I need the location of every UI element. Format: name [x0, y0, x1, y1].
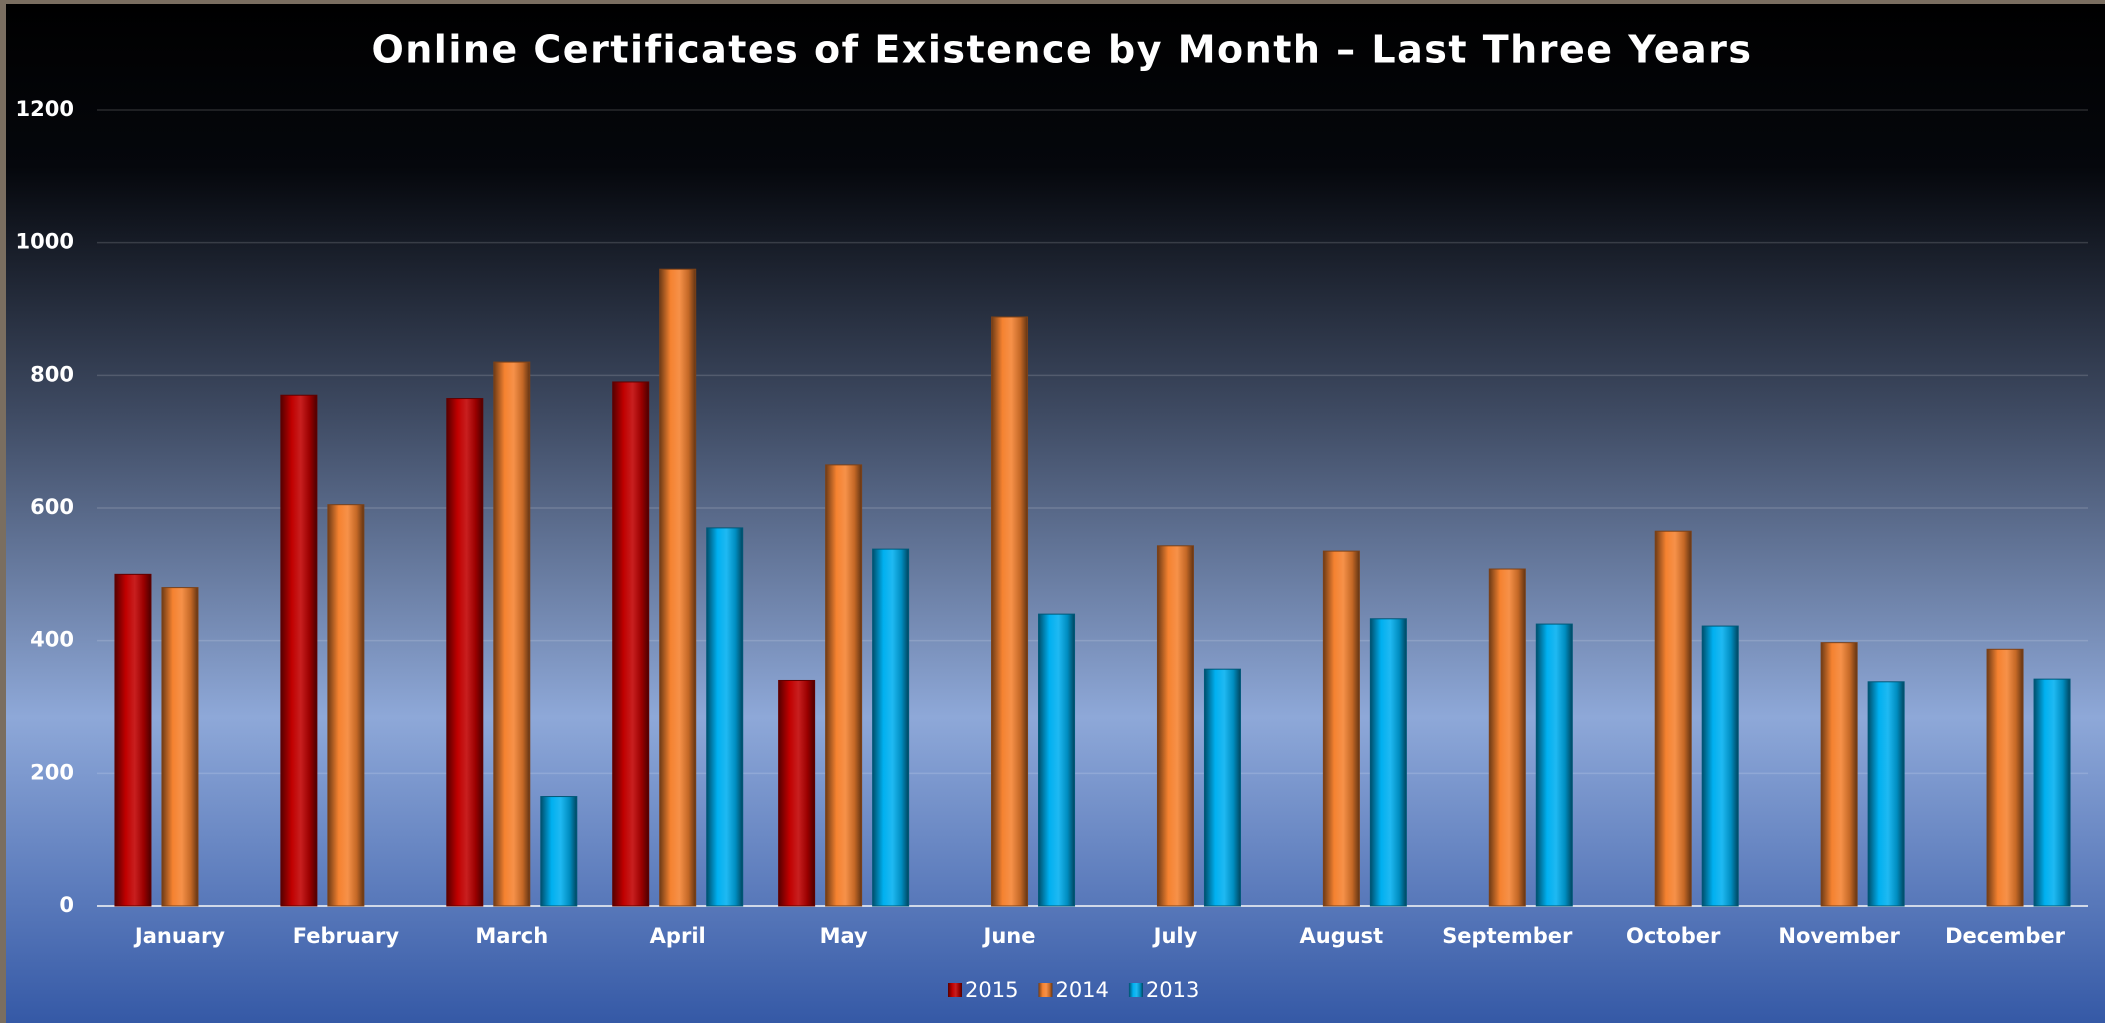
y-tick-label: 200: [30, 760, 74, 784]
bar: [872, 548, 910, 907]
y-tick-label: 1200: [16, 97, 74, 121]
legend-swatch: [1128, 983, 1143, 997]
y-tick-label: 600: [30, 495, 74, 519]
x-tick-label: May: [820, 924, 868, 948]
x-tick-label: December: [1945, 924, 2066, 948]
x-tick-label: April: [650, 924, 706, 948]
bar: [659, 268, 697, 907]
bar: [1038, 613, 1076, 907]
y-tick-label: 400: [30, 628, 74, 652]
x-tick-label: September: [1442, 924, 1573, 948]
bar: [327, 504, 365, 907]
bar: [114, 573, 152, 907]
legend-swatch: [1038, 983, 1053, 997]
x-tick-label: October: [1626, 924, 1721, 948]
bar: [161, 587, 199, 907]
bar: [1535, 623, 1573, 907]
bar: [1203, 668, 1241, 907]
bar: [493, 361, 531, 907]
bar: [778, 679, 816, 907]
bar: [612, 381, 650, 907]
legend-label: 2015: [965, 978, 1018, 1002]
bar: [1820, 642, 1858, 907]
bar: [540, 796, 578, 907]
bar: [991, 316, 1029, 907]
bar: [1701, 625, 1739, 907]
legend-swatch: [948, 983, 962, 997]
bar: [825, 464, 863, 907]
x-tick-label: June: [982, 924, 1036, 948]
y-tick-label: 800: [30, 362, 74, 386]
bar: [1867, 681, 1905, 907]
bar: [1654, 530, 1692, 907]
bar: [2033, 678, 2071, 907]
bar: [706, 527, 744, 907]
bar: [1322, 550, 1360, 907]
bar: [446, 398, 484, 907]
x-tick-label: July: [1152, 924, 1198, 948]
legend-label: 2014: [1055, 978, 1108, 1002]
bar: [280, 394, 318, 907]
bar: [1369, 618, 1407, 907]
x-tick-label: August: [1300, 924, 1384, 948]
y-tick-label: 1000: [16, 230, 74, 254]
bar: [1488, 568, 1526, 907]
x-tick-label: November: [1778, 924, 1900, 948]
bar: [1986, 648, 2024, 907]
bar: [1156, 545, 1194, 907]
y-tick-label: 0: [59, 893, 74, 917]
x-tick-label: March: [475, 924, 548, 948]
chart-title: Online Certificates of Existence by Mont…: [371, 28, 1752, 72]
legend-label: 2013: [1146, 978, 1199, 1002]
x-tick-label: January: [133, 924, 225, 948]
x-tick-label: February: [293, 924, 400, 948]
